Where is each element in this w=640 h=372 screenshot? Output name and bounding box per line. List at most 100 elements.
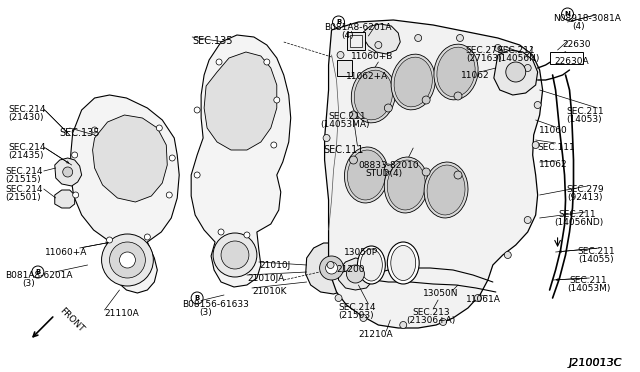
Text: (14053M): (14053M) xyxy=(568,284,611,293)
Text: 11061A: 11061A xyxy=(466,295,501,304)
Text: SEC.211: SEC.211 xyxy=(498,46,536,55)
Text: 13050P: 13050P xyxy=(344,248,378,257)
Text: SEC.135: SEC.135 xyxy=(60,128,100,138)
Circle shape xyxy=(534,102,541,109)
Circle shape xyxy=(32,266,44,278)
Circle shape xyxy=(349,156,358,164)
Text: (21515): (21515) xyxy=(5,175,40,184)
Text: (21501): (21501) xyxy=(5,193,40,202)
Text: SEC.214: SEC.214 xyxy=(8,143,45,152)
Text: FRONT: FRONT xyxy=(58,306,86,334)
Text: (3): (3) xyxy=(199,308,212,317)
Text: (4): (4) xyxy=(342,31,354,40)
Circle shape xyxy=(454,92,462,100)
Circle shape xyxy=(494,45,501,51)
Circle shape xyxy=(109,242,145,278)
Ellipse shape xyxy=(384,157,428,213)
Text: 21010K: 21010K xyxy=(252,287,287,296)
Bar xyxy=(337,60,353,76)
Text: SEC.279: SEC.279 xyxy=(465,46,502,55)
Circle shape xyxy=(456,35,463,42)
Text: SEC.213: SEC.213 xyxy=(412,308,450,317)
Text: 08833-82010: 08833-82010 xyxy=(358,161,419,170)
Text: 21200: 21200 xyxy=(337,265,365,274)
Bar xyxy=(351,35,362,47)
Circle shape xyxy=(349,111,358,119)
Text: SEC.214: SEC.214 xyxy=(5,185,42,194)
Text: SEC.211: SEC.211 xyxy=(566,107,604,116)
Ellipse shape xyxy=(437,47,475,97)
Circle shape xyxy=(156,125,163,131)
Circle shape xyxy=(400,321,407,328)
Text: SEC.135: SEC.135 xyxy=(192,36,233,46)
Text: (92413): (92413) xyxy=(568,193,603,202)
Ellipse shape xyxy=(387,242,419,284)
Ellipse shape xyxy=(387,160,425,210)
Text: (21503): (21503) xyxy=(339,311,374,320)
Circle shape xyxy=(72,152,77,158)
Text: 21010JA: 21010JA xyxy=(247,274,284,283)
Bar xyxy=(550,52,584,64)
Polygon shape xyxy=(70,95,179,293)
Ellipse shape xyxy=(424,162,468,218)
Text: B08156-61633: B08156-61633 xyxy=(182,300,249,309)
Circle shape xyxy=(326,262,337,274)
Circle shape xyxy=(194,172,200,178)
Circle shape xyxy=(218,229,224,235)
Circle shape xyxy=(63,167,73,177)
Text: SEC.211: SEC.211 xyxy=(570,276,607,285)
Text: 11060+A: 11060+A xyxy=(45,248,87,257)
Text: (14055): (14055) xyxy=(579,255,614,264)
Circle shape xyxy=(327,262,334,269)
Text: (14056ND): (14056ND) xyxy=(555,218,604,227)
Circle shape xyxy=(166,192,172,198)
Text: SEC.211: SEC.211 xyxy=(577,247,615,256)
Polygon shape xyxy=(494,50,538,95)
Circle shape xyxy=(337,51,344,58)
Text: 11060+B: 11060+B xyxy=(351,52,393,61)
Circle shape xyxy=(319,256,344,280)
Text: (14053MA): (14053MA) xyxy=(321,120,370,129)
Text: 22630A: 22630A xyxy=(555,57,589,66)
Circle shape xyxy=(120,252,136,268)
Text: 22630: 22630 xyxy=(563,40,591,49)
Circle shape xyxy=(346,265,364,283)
Text: 13050N: 13050N xyxy=(423,289,459,298)
Text: SEC.214: SEC.214 xyxy=(5,167,42,176)
Text: (3): (3) xyxy=(22,279,35,288)
Text: B: B xyxy=(195,295,200,301)
Text: (4): (4) xyxy=(573,22,585,31)
Bar xyxy=(348,32,365,50)
Polygon shape xyxy=(204,52,276,150)
Polygon shape xyxy=(306,243,356,294)
Ellipse shape xyxy=(360,249,382,281)
Text: (14056N): (14056N) xyxy=(497,54,540,63)
Text: 21110A: 21110A xyxy=(104,309,140,318)
Ellipse shape xyxy=(355,70,392,120)
Circle shape xyxy=(335,295,342,301)
Circle shape xyxy=(532,141,539,148)
Circle shape xyxy=(216,59,222,65)
Polygon shape xyxy=(339,258,373,290)
Text: SEC.214: SEC.214 xyxy=(8,105,45,114)
Circle shape xyxy=(375,42,382,48)
Text: (27163): (27163) xyxy=(466,54,502,63)
Text: SEC.211: SEC.211 xyxy=(328,112,366,121)
Polygon shape xyxy=(191,35,291,287)
Ellipse shape xyxy=(348,150,385,200)
Ellipse shape xyxy=(351,67,396,123)
Ellipse shape xyxy=(358,246,385,284)
Text: B: B xyxy=(35,269,40,275)
Circle shape xyxy=(221,241,249,269)
Text: J210013C: J210013C xyxy=(568,358,621,368)
Text: (21306+A): (21306+A) xyxy=(406,316,456,325)
Text: 21010J: 21010J xyxy=(259,261,290,270)
Circle shape xyxy=(92,127,97,133)
Circle shape xyxy=(323,135,330,141)
Circle shape xyxy=(73,192,79,198)
Text: B: B xyxy=(336,19,341,25)
Text: 21210A: 21210A xyxy=(358,330,393,339)
Circle shape xyxy=(271,142,276,148)
Text: (14053): (14053) xyxy=(566,115,602,124)
Text: SEC.111: SEC.111 xyxy=(324,145,364,155)
